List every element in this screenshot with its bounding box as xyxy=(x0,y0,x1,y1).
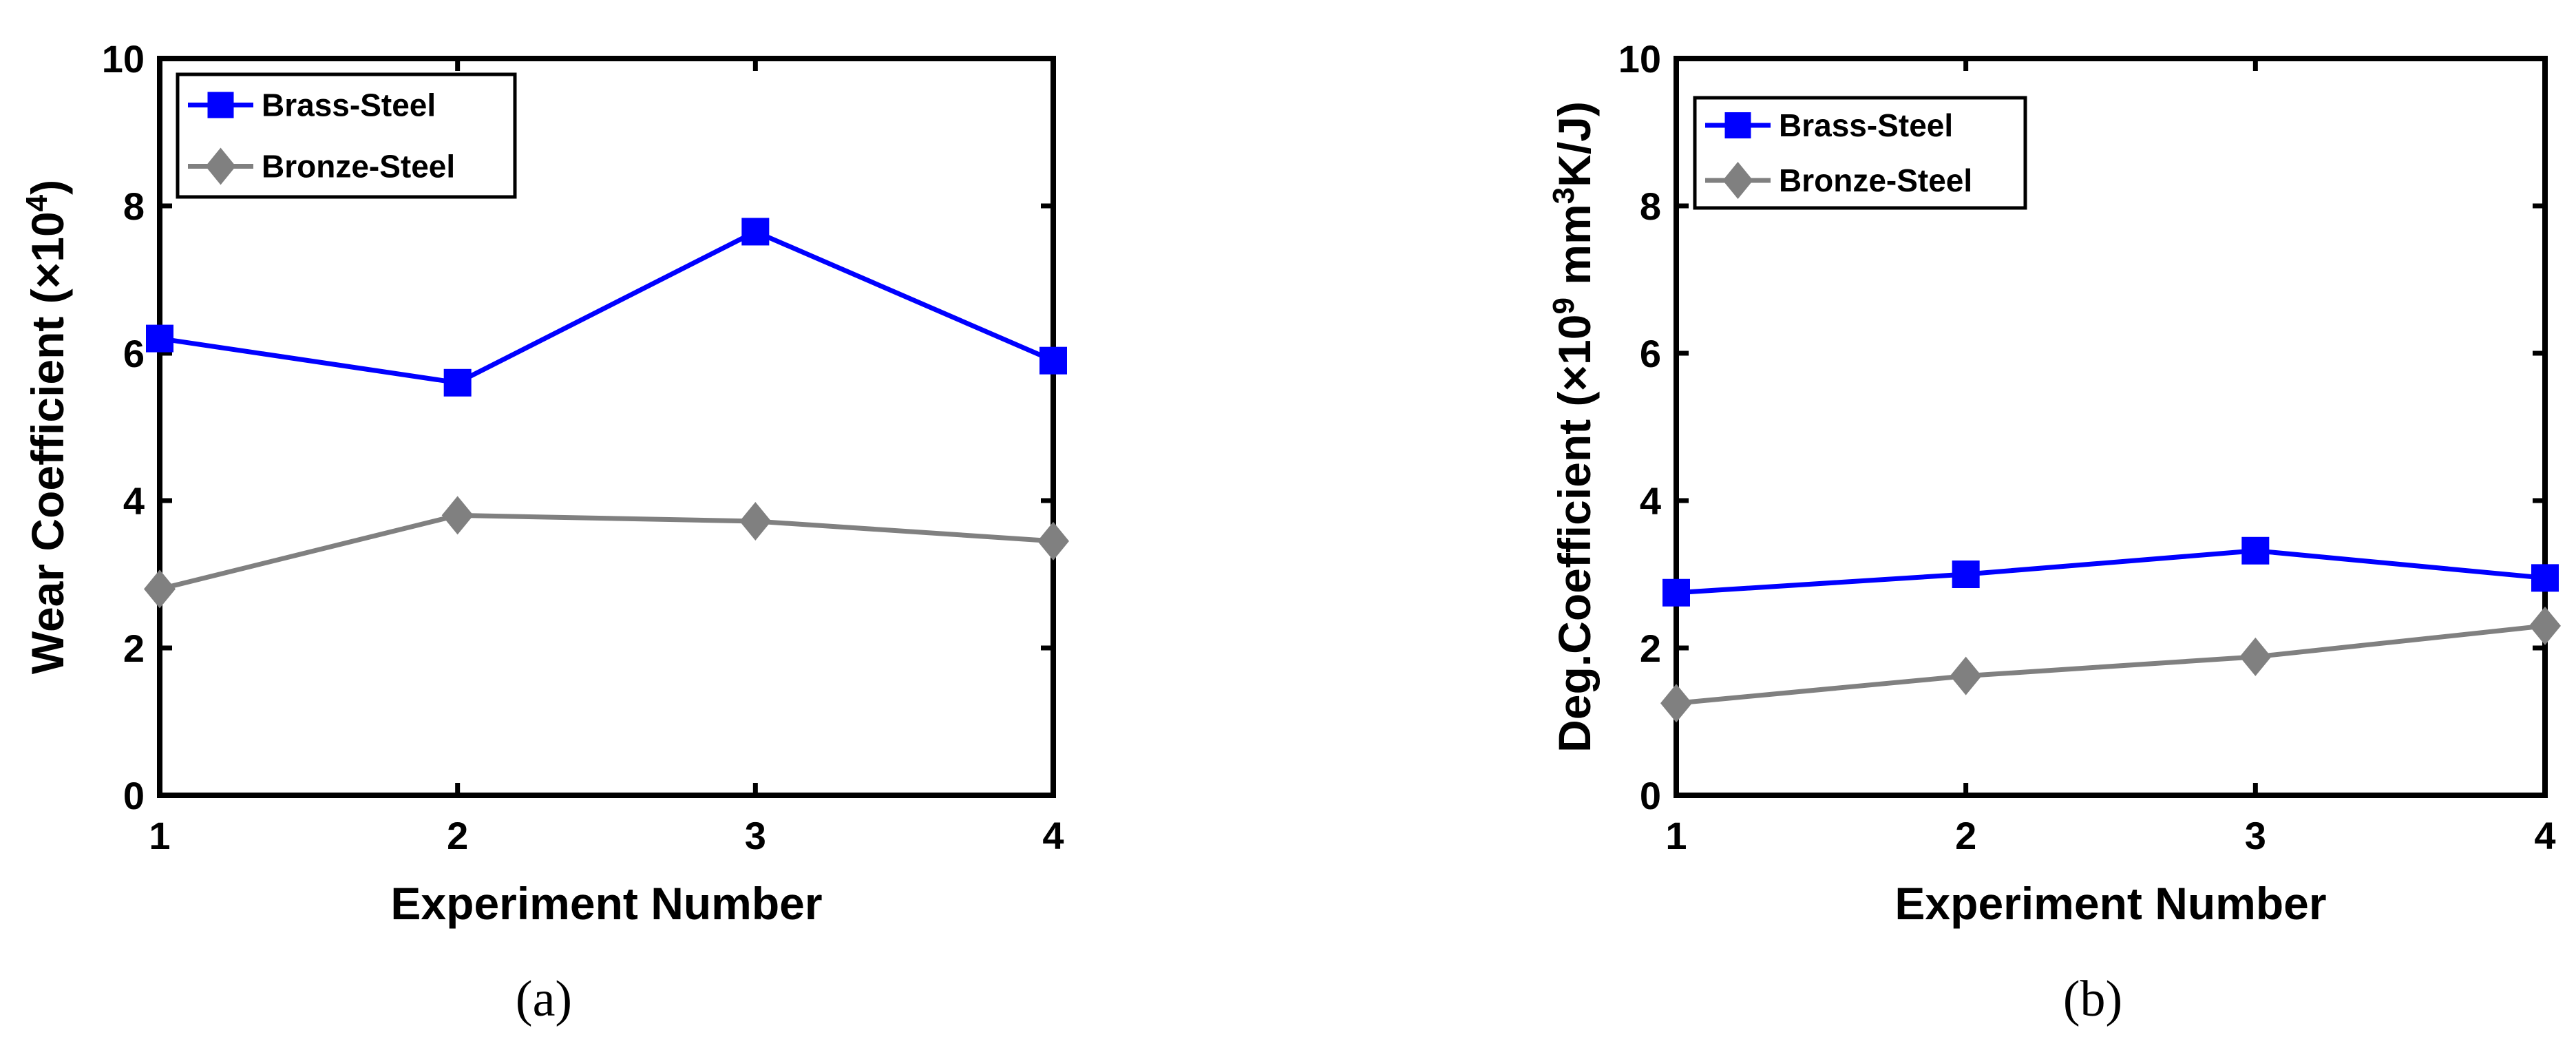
legend-label: Bronze-Steel xyxy=(1779,163,1972,198)
legend-marker xyxy=(205,147,236,185)
series-line xyxy=(159,229,1055,386)
y-tick-label: 2 xyxy=(123,627,145,670)
legend-label: Bronze-Steel xyxy=(262,149,455,185)
legend-marker xyxy=(1724,112,1751,138)
data-point xyxy=(146,324,173,353)
series-bronze-steel xyxy=(1660,606,2561,723)
legend: Brass-Steel Bronze-Steel xyxy=(176,72,517,199)
x-tick-label: 2 xyxy=(1955,814,1976,857)
data-point xyxy=(2239,637,2272,676)
plot-frame xyxy=(1674,56,2548,798)
data-point xyxy=(1662,578,1690,607)
series-line xyxy=(1676,548,2546,596)
legend: Brass-Steel Bronze-Steel xyxy=(1693,96,2027,210)
x-tick-label: 1 xyxy=(1665,814,1687,857)
data-point xyxy=(443,368,472,397)
series-line xyxy=(159,512,1054,591)
data-point xyxy=(1952,561,1980,588)
x-tick-label: 1 xyxy=(149,814,170,857)
data-point xyxy=(1039,346,1067,375)
data-point xyxy=(2241,536,2270,565)
x-axis-label: Experiment Number xyxy=(1894,878,2326,929)
legend-marker xyxy=(207,92,234,118)
panel-caption: (b) xyxy=(2063,971,2122,1027)
y-tick-label: 6 xyxy=(1640,332,1661,375)
data-point xyxy=(741,218,770,246)
data-point xyxy=(1950,656,1982,695)
data-point xyxy=(1037,521,1069,561)
data-point xyxy=(739,501,772,541)
y-tick-label: 6 xyxy=(123,332,145,375)
y-tick-label: 10 xyxy=(1618,37,1661,81)
y-tick-label: 10 xyxy=(102,37,145,81)
series-brass-steel xyxy=(1662,536,2559,607)
y-axis-label: Wear Coefficient (×104) xyxy=(20,180,74,674)
y-tick-label: 4 xyxy=(1640,479,1661,523)
x-tick-label: 4 xyxy=(1042,814,1064,857)
x-tick-label: 4 xyxy=(2534,814,2555,857)
y-tick-label: 0 xyxy=(123,774,145,817)
y-tick-label: 4 xyxy=(123,479,145,523)
y-tick-label: 0 xyxy=(1640,774,1661,817)
series-brass-steel xyxy=(146,218,1067,397)
data-point xyxy=(1660,684,1692,723)
x-tick-label: 3 xyxy=(2245,814,2266,857)
legend-marker xyxy=(1722,162,1753,199)
legend-label: Brass-Steel xyxy=(1779,107,1953,143)
panel-caption: (a) xyxy=(516,971,572,1027)
legend-label: Brass-Steel xyxy=(262,87,436,123)
x-axis-label: Experiment Number xyxy=(390,878,822,929)
y-tick-label: 2 xyxy=(1640,627,1661,670)
plot-frame xyxy=(157,56,1056,798)
data-point xyxy=(144,569,176,609)
series-line xyxy=(1676,623,2546,706)
data-point xyxy=(2529,606,2561,645)
data-point xyxy=(441,496,474,535)
y-tick-label: 8 xyxy=(123,185,145,228)
x-tick-label: 2 xyxy=(447,814,468,857)
x-tick-label: 3 xyxy=(745,814,766,857)
legend-box xyxy=(176,72,517,199)
series-bronze-steel xyxy=(144,496,1069,609)
y-tick-label: 8 xyxy=(1640,185,1661,228)
data-point xyxy=(2531,564,2559,592)
y-axis-label: Deg.Coefficient (×109 mm3K/J) xyxy=(1547,101,1601,753)
